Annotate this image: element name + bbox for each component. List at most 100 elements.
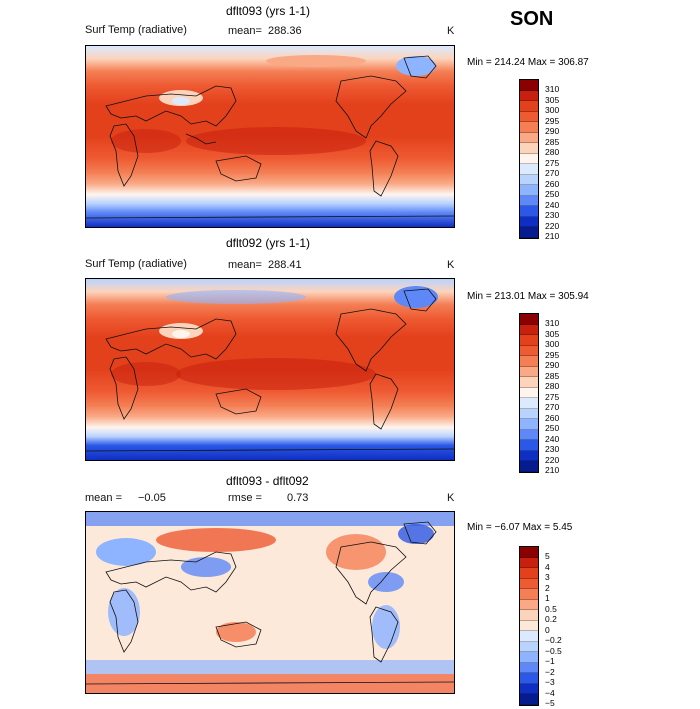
- panel1-colorbar-swatch-6: [520, 132, 538, 143]
- panel3-colorbar-label: −0.2: [545, 635, 562, 645]
- panel1-colorbar-label: 260: [545, 178, 560, 189]
- panel2-colorbar-swatch-12: [520, 429, 538, 440]
- panel2-colorbar: [519, 313, 539, 473]
- panel1-indian-warm: [111, 129, 181, 153]
- panel2-colorbar-swatch-4: [520, 345, 538, 356]
- panel3-colorbar-label: 0.2: [545, 614, 557, 624]
- panel3-colorbar-swatch-3: [520, 568, 538, 579]
- panel1-colorbar-label: 300: [545, 105, 560, 115]
- panel3-australia-warm: [216, 622, 256, 642]
- panel2-units: K: [447, 259, 455, 271]
- panel1-colorbar-label: 280: [545, 147, 560, 157]
- panel3-colorbar-swatch-11: [520, 652, 538, 663]
- panel3-north-america-warm: [326, 534, 386, 570]
- panel3-title: dflt093 - dflt092: [226, 474, 309, 488]
- panel1-coastlines: [86, 55, 454, 219]
- panel2-colorbar-swatch-14: [520, 450, 538, 461]
- panel3-eurasia-warm: [156, 528, 276, 552]
- panel3-colorbar-swatch-9: [520, 631, 538, 642]
- panel3-colorbar-label: −0.5: [545, 645, 562, 656]
- panel3-rmse-label: rmse =: [228, 492, 262, 504]
- panel1-mean-value: 288.36: [268, 25, 302, 37]
- panel2-colorbar-swatch-6: [520, 366, 538, 377]
- panel1-colorbar-swatch-10: [520, 174, 538, 185]
- panel3-map-svg: [86, 512, 454, 693]
- panel2-colorbar-label: 305: [545, 328, 560, 339]
- panel3-units: K: [447, 492, 455, 504]
- panel2-colorbar-labels: 310 305 300 295 290 285 280 275 270 260 …: [545, 318, 559, 476]
- panel1-title: dflt093 (yrs 1-1): [226, 4, 311, 18]
- panel2-colorbar-swatch-11: [520, 419, 538, 430]
- panel3-africa-north-cold: [96, 538, 156, 566]
- panel1-warm-pool: [186, 127, 366, 155]
- panel1-min-max: Min = 214.24 Max = 306.87: [467, 57, 589, 68]
- panel1-colorbar-label: 230: [545, 210, 560, 220]
- panel3-colorbar: [519, 546, 539, 706]
- panel2-colorbar-label: 230: [545, 444, 560, 454]
- panel1-mean-label: mean=: [228, 25, 262, 37]
- panel2-colorbar-swatch-5: [520, 356, 538, 367]
- panel2-colorbar-label: 210: [545, 465, 560, 475]
- panel2-indian-warm: [111, 362, 181, 386]
- panel3-colorbar-swatch-12: [520, 662, 538, 673]
- panel3-colorbar-swatch-2: [520, 557, 538, 568]
- panel1-colorbar-label: 295: [545, 115, 560, 126]
- panel2-colorbar-swatch-7: [520, 377, 538, 388]
- panel1-colorbar-label: 220: [545, 220, 560, 231]
- panel2-arctic-band: [166, 290, 306, 304]
- panel2-colorbar-label: 240: [545, 433, 560, 444]
- panel3-colorbar-swatch-13: [520, 673, 538, 684]
- panel1-colorbar-swatch-8: [520, 153, 538, 164]
- panel1-colorbar-labels: 310 305 300 295 290 285 280 275 270 260 …: [545, 84, 559, 242]
- panel1-colorbar-label: 290: [545, 126, 560, 136]
- panel3-colorbar-swatch-4: [520, 578, 538, 589]
- panel2-map: [85, 278, 455, 461]
- panel3-colorbar-swatch-6: [520, 599, 538, 610]
- panel1-colorbar: [519, 79, 539, 239]
- panel3-colorbar-swatch-8: [520, 620, 538, 631]
- panel3-min-max: Min = −6.07 Max = 5.45: [467, 522, 573, 533]
- panel1-colorbar-swatch-13: [520, 206, 538, 217]
- panel2-greenland-feature: [394, 286, 438, 308]
- panel2-colorbar-label: 285: [545, 370, 560, 381]
- panel1-colorbar-label: 305: [545, 94, 560, 105]
- panel3-colorbar-label: −1: [545, 656, 555, 666]
- panel3-colorbar-label: 3: [545, 572, 550, 582]
- panel1-variable-label: Surf Temp (radiative): [85, 24, 187, 36]
- panel3-colorbar-label: 0: [545, 624, 550, 635]
- panel3-colorbar-label: 5: [545, 551, 550, 561]
- panel2-warm-pool: [176, 358, 376, 390]
- panel2-map-svg: [86, 279, 454, 460]
- panel1-colorbar-swatch-5: [520, 122, 538, 133]
- panel1-colorbar-swatch-12: [520, 195, 538, 206]
- panel3-rmse-value: 0.73: [287, 492, 309, 504]
- season-label: SON: [510, 8, 554, 30]
- panel3-asia-cold: [181, 557, 231, 577]
- panel1-map: [85, 45, 455, 228]
- panel1-map-svg: [86, 46, 454, 227]
- panel2-colorbar-swatch-13: [520, 440, 538, 451]
- panel2-colorbar-swatch-1: [520, 314, 538, 325]
- panel1-colorbar-swatch-7: [520, 143, 538, 154]
- panel3-antarctic-band: [86, 674, 454, 693]
- panel2-colorbar-swatch-15: [520, 461, 538, 472]
- panel1-greenland-feature: [396, 56, 436, 76]
- panel3-coastlines: [86, 521, 454, 685]
- panel2-tibet-cold: [172, 330, 190, 338]
- panel1-colorbar-swatch-11: [520, 185, 538, 196]
- panel1-colorbar-label: 250: [545, 189, 560, 199]
- panel3-colorbar-swatch-7: [520, 610, 538, 621]
- panel3-colorbar-label: 4: [545, 561, 550, 572]
- panel1-colorbar-label: 270: [545, 168, 560, 178]
- panel1-colorbar-swatch-2: [520, 90, 538, 101]
- panel2-mean-label: mean=: [228, 259, 262, 271]
- panel2-colorbar-label: 290: [545, 360, 560, 370]
- panel2-colorbar-label: 250: [545, 423, 560, 433]
- panel3-southern-ocean-band: [86, 660, 454, 674]
- panel3-south-america-cold: [372, 605, 400, 649]
- panel3-colorbar-labels: 5 4 3 2 1 0.5 0.2 0 −0.2 −0.5 −1 −2 −3 −…: [545, 551, 562, 709]
- panel1-colorbar-label: 285: [545, 136, 560, 147]
- panel3-colorbar-label: −4: [545, 687, 555, 698]
- panel1-colorbar-label: 210: [545, 231, 560, 241]
- panel3-mean-value: −0.05: [138, 492, 166, 504]
